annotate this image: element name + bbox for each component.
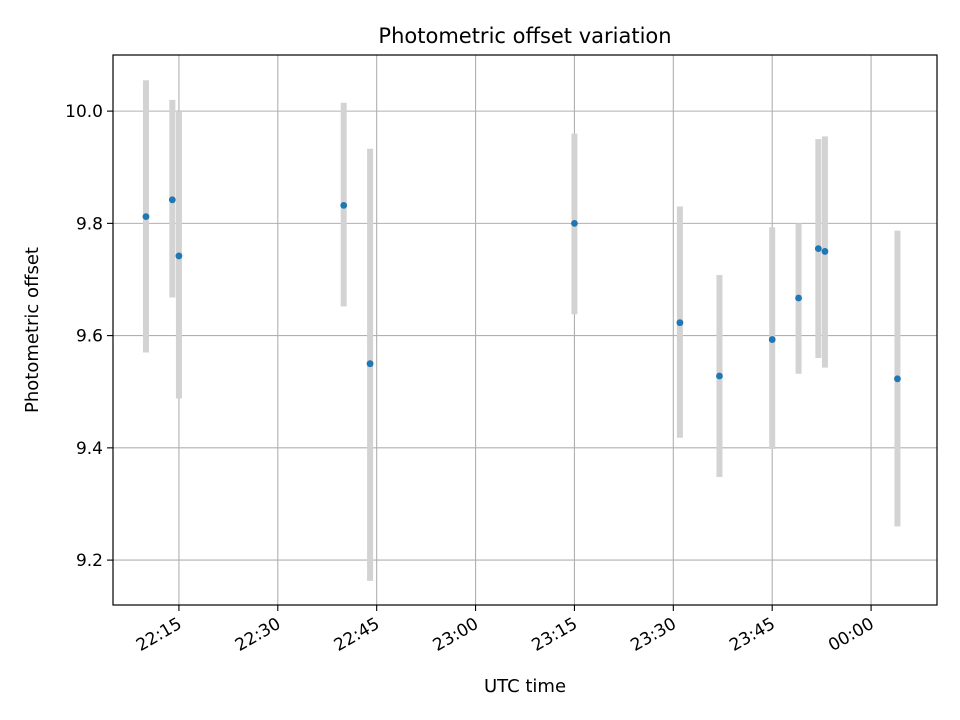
data-point (168, 196, 176, 204)
chart-title: Photometric offset variation (378, 24, 671, 48)
x-axis-label: UTC time (484, 676, 566, 697)
data-point (768, 336, 776, 343)
data-point (142, 213, 150, 221)
data-point (366, 360, 374, 368)
y-tick-label: 9.2 (76, 551, 103, 571)
data-point (340, 202, 348, 209)
data-point (814, 245, 822, 253)
data-points (142, 196, 901, 383)
data-point (571, 219, 578, 227)
data-point (716, 372, 723, 380)
y-tick-label: 9.8 (76, 214, 103, 234)
y-tick-label: 10.0 (65, 102, 103, 122)
data-point (676, 319, 684, 327)
data-point (795, 294, 802, 302)
data-point (894, 375, 901, 383)
y-tick-label: 9.4 (76, 439, 103, 459)
plot-frame (112, 54, 938, 606)
y-tick-label: 9.6 (76, 327, 103, 347)
data-point (821, 248, 829, 255)
y-axis-label: Photometric offset (22, 247, 43, 413)
data-point (175, 252, 183, 260)
